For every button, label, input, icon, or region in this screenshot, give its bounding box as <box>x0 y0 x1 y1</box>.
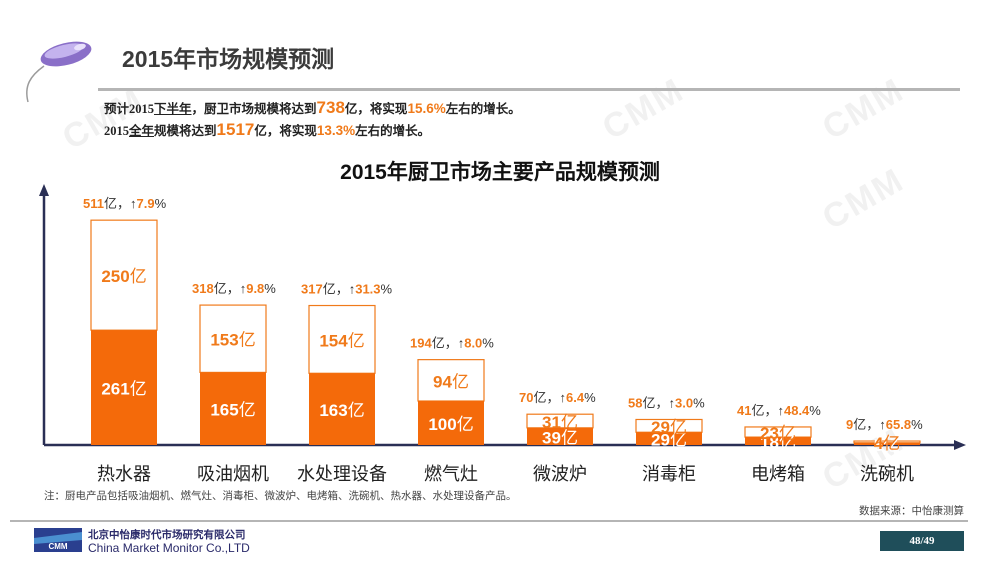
category-label: 电烤箱 <box>751 464 805 484</box>
bar-first-half <box>91 330 157 445</box>
category-label: 洗碗机 <box>860 464 914 484</box>
bar-first-half <box>745 437 811 445</box>
bar-first-half-label: 29亿 <box>651 431 687 450</box>
bar-total-label: 511亿，↑7.9% <box>83 196 167 211</box>
bar-second-half-label: 29亿 <box>651 418 687 437</box>
category-label: 微波炉 <box>533 464 587 484</box>
bar-second-half <box>417 359 485 402</box>
category-label: 热水器 <box>97 464 151 484</box>
bar-first-half <box>636 432 702 445</box>
bar-first-half-label: 100亿 <box>428 415 473 434</box>
bar-first-half-label: 39亿 <box>542 428 578 447</box>
bar-second-half-label: 31亿 <box>542 413 578 432</box>
bar-second-half-label: 250亿 <box>101 267 146 286</box>
bar-first-half-label: 165亿 <box>210 401 255 420</box>
bar-total-label: 194亿，↑8.0% <box>410 336 494 351</box>
bar-total-label: 41亿，↑48.4% <box>737 403 821 418</box>
chart-title: 2015年厨卫市场主要产品规模预测 <box>340 161 660 184</box>
bar-first-half-label: 261亿 <box>101 380 146 399</box>
bar-second-half <box>199 304 267 373</box>
category-label: 水处理设备 <box>297 464 387 484</box>
bar-total-label: 317亿，↑31.3% <box>301 282 393 297</box>
company-name-en: China Market Monitor Co.,LTD <box>88 541 250 555</box>
bar-total-label: 58亿，↑3.0% <box>628 395 705 410</box>
company-name-cn: 北京中怡康时代市场研究有限公司 <box>88 529 246 541</box>
footer-divider <box>10 520 968 522</box>
bar-first-half <box>200 372 266 445</box>
bar-first-half <box>418 401 484 445</box>
bar-second-half-label: 23亿 <box>760 424 796 443</box>
bar-second-half-label: 4亿 <box>874 434 900 453</box>
bar-first-half-label: 18亿 <box>760 433 796 452</box>
footnote: 注：厨电产品包括吸油烟机、燃气灶、消毒柜、微波炉、电烤箱、洗碗机、热水器、水处理… <box>44 491 517 502</box>
bar-second-half-label: 154亿 <box>319 331 364 350</box>
category-label: 燃气灶 <box>424 464 478 484</box>
bar-first-half-label: 163亿 <box>319 401 364 420</box>
bar-first-half-label: 5亿 <box>874 436 900 455</box>
bar-total-label: 70亿，↑6.4% <box>519 390 596 405</box>
category-label: 消毒柜 <box>642 464 696 484</box>
bar-second-half <box>90 219 158 331</box>
bar-total-label: 318亿，↑9.8% <box>192 281 276 296</box>
bar-first-half <box>527 427 593 445</box>
bar-first-half <box>854 442 920 445</box>
bar-second-half-label: 153亿 <box>210 331 255 350</box>
bar-second-half <box>308 304 376 374</box>
y-axis-arrow <box>39 184 49 196</box>
bar-total-label: 9亿，↑65.8% <box>846 417 923 432</box>
company-logo: CMM <box>34 528 82 552</box>
logo-text: CMM <box>48 542 67 551</box>
bar-second-half-label: 94亿 <box>433 372 469 391</box>
mouse-icon <box>26 41 92 103</box>
data-source: 数据来源：中怡康测算 <box>859 506 964 517</box>
summary-line-2: 2015全年规模将达到1517亿，将实现13.3%左右的增长。 <box>104 120 431 139</box>
summary-line-1: 预计2015下半年，厨卫市场规模将达到738亿，将实现15.6%左右的增长。 <box>104 98 521 117</box>
x-axis-arrow <box>954 440 966 450</box>
title-divider <box>98 88 960 91</box>
bar-first-half <box>309 373 375 445</box>
category-label: 吸油烟机 <box>197 464 269 484</box>
page-title: 2015年市场规模预测 <box>122 46 335 72</box>
page-number: 48/49 <box>880 531 964 551</box>
